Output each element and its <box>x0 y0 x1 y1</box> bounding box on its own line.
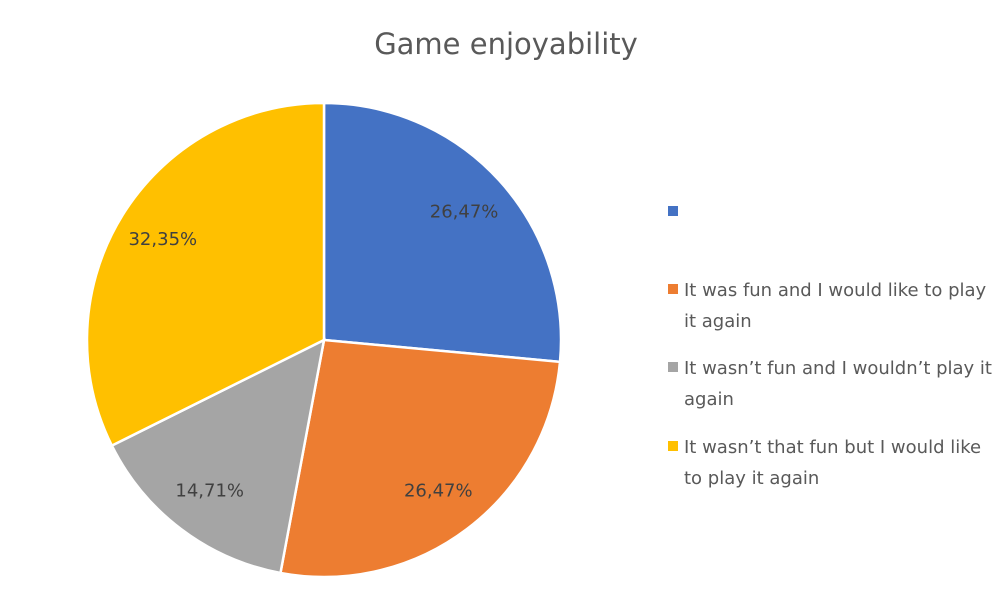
legend-label: It wasn’t that fun but I would like to p… <box>684 437 982 489</box>
legend-label: It wasn’t fun and I wouldn’t play it aga… <box>684 358 992 410</box>
legend-item: It was fun and I would like to play it a… <box>668 275 998 337</box>
data-label: 32,35% <box>128 229 197 250</box>
data-label: 26,47% <box>404 480 473 501</box>
legend-item: It wasn’t that fun but I would like to p… <box>668 432 998 494</box>
legend-swatch <box>668 284 678 294</box>
pie-slice <box>110 337 326 575</box>
pie-slice <box>85 101 326 448</box>
legend-item: It wasn’t fun and I wouldn’t play it aga… <box>668 353 998 415</box>
legend-swatch <box>668 206 678 216</box>
data-label: 26,47% <box>430 201 499 222</box>
pie-slice <box>279 338 562 579</box>
legend-label: It was fun and I would like to play it a… <box>684 280 987 332</box>
legend-swatch <box>668 441 678 451</box>
pie-slice <box>322 101 563 364</box>
legend-item <box>668 197 998 216</box>
chart-title: Game enjoyability <box>374 27 638 61</box>
legend-swatch <box>668 362 678 372</box>
data-label: 14,71% <box>175 480 244 501</box>
